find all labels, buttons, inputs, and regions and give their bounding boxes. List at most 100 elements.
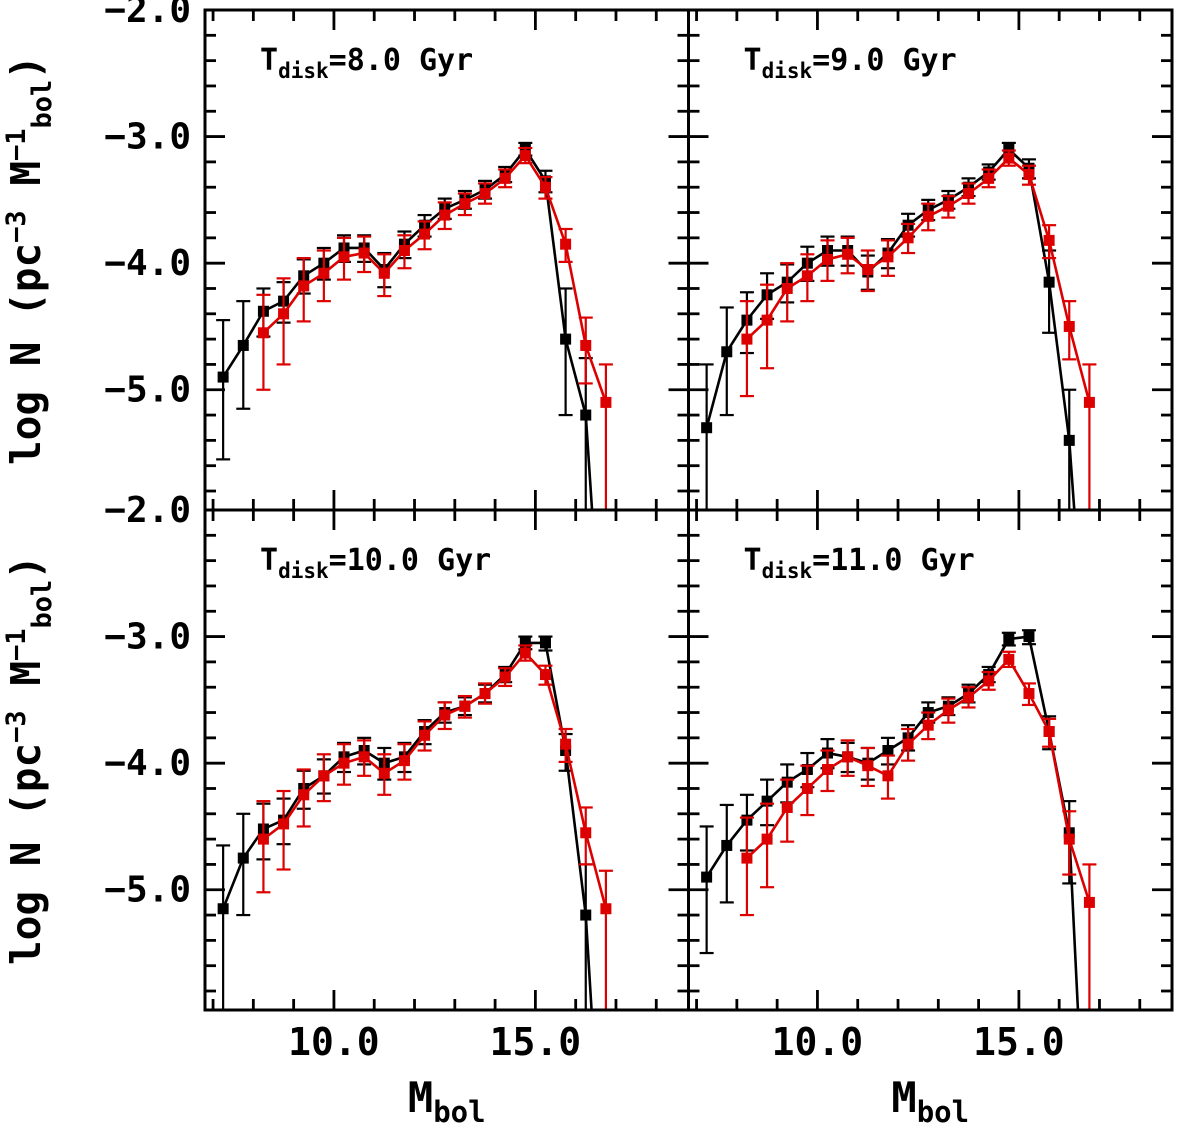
axis-ticks: [205, 510, 689, 1010]
data-point-marker: [398, 755, 410, 767]
data-point-marker: [1083, 396, 1095, 408]
data-point-marker: [560, 238, 572, 250]
y-tick-label: −4.0: [104, 243, 191, 284]
data-point-marker: [801, 782, 813, 794]
data-point-marker: [721, 839, 733, 851]
data-point-marker: [701, 871, 713, 883]
data-point-marker: [378, 767, 390, 779]
data-point-marker: [278, 818, 290, 830]
data-point-marker: [257, 327, 269, 339]
error-bar: [236, 300, 251, 410]
data-point-marker: [983, 172, 995, 184]
error-bar: [699, 825, 714, 955]
data-point-marker: [378, 267, 390, 279]
x-axis-label: Mbol: [408, 1073, 486, 1129]
x-tick-label: 15.0: [490, 1020, 582, 1064]
error-bar: [1082, 363, 1097, 510]
panel-tdisk-9: Tdisk=9.0 Gyr: [687, 8, 1174, 512]
data-point-marker: [761, 833, 773, 845]
data-point-marker: [217, 903, 229, 915]
data-point-marker: [741, 852, 753, 864]
error-bar: [276, 789, 291, 871]
data-point-marker: [741, 333, 753, 345]
data-point-marker: [1003, 152, 1015, 164]
panel-title: Tdisk=10.0 Gyr: [260, 543, 491, 583]
data-point-marker: [580, 827, 592, 839]
data-point-marker: [922, 210, 934, 222]
data-point-marker: [217, 371, 229, 383]
data-point-marker: [237, 339, 249, 351]
data-point-marker: [318, 770, 330, 782]
data-point-marker: [479, 188, 491, 200]
y-axis-label: log N (pc−3 M−1bol): [1, 555, 58, 965]
y-tick-label: −3.0: [104, 117, 191, 158]
panel-tdisk-10: −2.0 −3.0 −4.0 −5.0 10.0 15.0 Tdisk=10.0 Gyr: [104, 490, 690, 1064]
data-point-marker: [600, 903, 612, 915]
panel-tdisk-11: 10.0 15.0 Tdisk=11.0 Gyr: [687, 508, 1174, 1064]
data-point-marker: [942, 200, 954, 212]
data-point-marker: [1023, 169, 1035, 181]
data-point-marker: [1003, 143, 1015, 155]
series-red: [739, 149, 1097, 510]
panel-frame: [687, 508, 1174, 1012]
axis-ticks: [205, 10, 689, 510]
error-bar: [256, 800, 271, 894]
error-bar: [598, 869, 613, 1010]
data-point-marker: [278, 308, 290, 320]
x-axis-label: Mbol: [891, 1073, 969, 1129]
data-point-marker: [539, 669, 551, 681]
error-bar: [739, 300, 754, 398]
data-point-marker: [942, 704, 954, 716]
error-bar: [216, 319, 231, 461]
data-point-marker: [1043, 276, 1055, 288]
error-bar: [739, 816, 754, 917]
data-point-marker: [1023, 688, 1035, 700]
data-point-marker: [1063, 434, 1075, 446]
data-point-marker: [1023, 631, 1035, 643]
data-point-marker: [983, 675, 995, 687]
data-point-marker: [439, 209, 451, 221]
error-bar: [719, 803, 734, 904]
error-bar: [1062, 388, 1077, 510]
data-point-marker: [882, 770, 894, 782]
error-bar: [760, 802, 775, 889]
data-point-marker: [459, 700, 471, 712]
axis-ticks: [688, 10, 1172, 510]
error-bar: [276, 277, 291, 366]
data-point-marker: [539, 181, 551, 193]
x-tick-label: 10.0: [772, 1020, 864, 1064]
data-point-marker: [419, 228, 431, 240]
y-tick-label: −4.0: [104, 743, 191, 784]
data-point-marker: [1003, 633, 1015, 645]
data-point-marker: [539, 637, 551, 649]
data-point-marker: [1063, 320, 1075, 332]
data-point-marker: [560, 333, 572, 345]
data-point-marker: [902, 232, 914, 244]
data-point-marker: [499, 172, 511, 184]
data-point-marker: [580, 409, 592, 421]
data-point-marker: [842, 248, 854, 260]
axis-ticks: [688, 510, 1172, 1010]
data-point-marker: [781, 801, 793, 813]
error-bar: [216, 844, 231, 1010]
x-tick-label: 15.0: [973, 1020, 1065, 1064]
data-point-marker: [862, 263, 874, 275]
data-point-marker: [358, 751, 370, 763]
panel-title: Tdisk=11.0 Gyr: [744, 543, 975, 583]
data-point-marker: [781, 282, 793, 294]
data-point-marker: [963, 188, 975, 200]
data-point-marker: [419, 729, 431, 741]
data-point-marker: [560, 738, 572, 750]
data-point-marker: [882, 745, 894, 757]
error-bar: [699, 363, 714, 510]
panel-tdisk-8: −2.0 −3.0 −4.0 −5.0 Tdisk=8.0 Gyr: [104, 0, 690, 512]
y-tick-label: −5.0: [104, 870, 191, 911]
data-point-marker: [519, 647, 531, 659]
data-point-marker: [499, 671, 511, 683]
error-bar: [558, 287, 573, 417]
data-point-marker: [842, 751, 854, 763]
data-point-marker: [600, 396, 612, 408]
error-bar: [256, 293, 271, 391]
y-axis-label: log N (pc−3 M−1bol): [1, 55, 58, 465]
